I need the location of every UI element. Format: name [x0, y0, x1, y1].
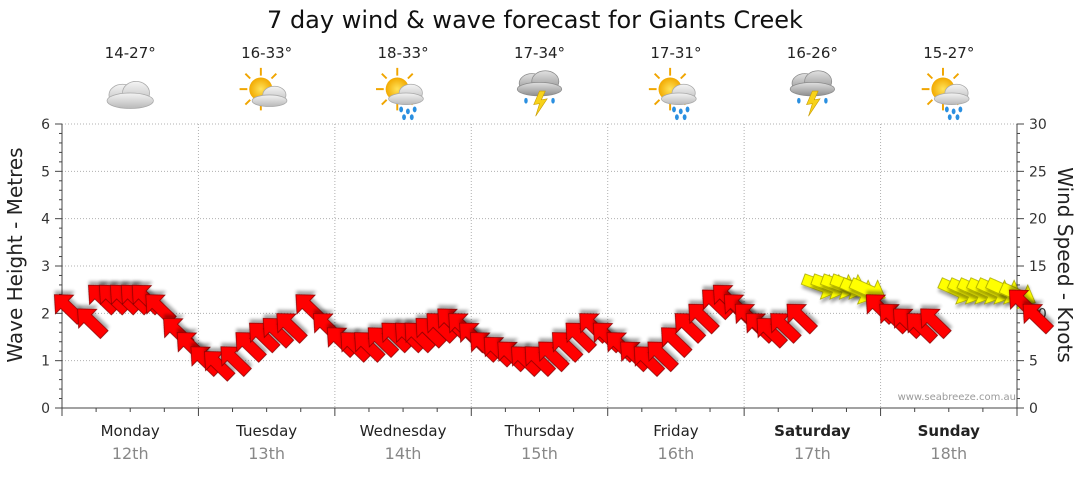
wind-arrow	[77, 308, 109, 340]
day-date-label: 13th	[248, 444, 285, 463]
wind-arrow	[367, 327, 400, 359]
wind-arrow	[145, 294, 177, 325]
y-left-tick-label: 2	[41, 306, 50, 322]
y-left-tick-label: 6	[41, 117, 50, 133]
partly-cloudy-icon	[238, 66, 288, 112]
day-name-label: Friday	[653, 422, 699, 440]
day-temperature-range: 14-27°	[105, 44, 156, 62]
day-name-label: Thursday	[504, 422, 575, 440]
wind-arrow	[786, 303, 819, 335]
y-right-tick-label: 30	[1029, 117, 1047, 133]
y-left-tick-label: 5	[41, 164, 50, 180]
y-axis-right-title: Wind Speed - Knots	[1053, 167, 1077, 363]
y-left-tick-label: 3	[41, 259, 50, 275]
wind-arrow	[204, 351, 236, 382]
y-right-tick-label: 15	[1029, 259, 1047, 275]
wind-arrow	[235, 332, 267, 363]
y-right-tick-label: 20	[1029, 212, 1047, 228]
chart-grid	[62, 123, 1017, 408]
day-temperature-range: 15-27°	[923, 44, 974, 62]
y-right-tick-label: 0	[1029, 401, 1038, 417]
wind-arrows	[53, 273, 1055, 382]
wind-arrow	[661, 327, 693, 359]
day-date-label: 15th	[521, 444, 558, 463]
wind-arrow	[262, 317, 295, 349]
wind-arrow	[354, 332, 386, 363]
source-credit: www.seabreeze.com.au	[898, 392, 1016, 403]
day-date-label: 12th	[112, 444, 149, 463]
wind-arrow	[220, 346, 252, 378]
day-name-label: Saturday	[774, 422, 851, 440]
wind-arrow	[647, 341, 679, 373]
day-name-label: Sunday	[918, 422, 981, 440]
showers-icon	[375, 66, 425, 122]
day-date-label: 18th	[930, 444, 967, 463]
day-temperature-range: 18-33°	[378, 44, 429, 62]
wind-arrow	[1022, 303, 1055, 335]
y-left-tick-label: 0	[41, 401, 50, 417]
y-axis-left-title: Wave Height - Metres	[3, 147, 27, 362]
wind-arrow	[674, 313, 707, 344]
wind-arrow	[920, 308, 952, 340]
showers-icon	[920, 66, 971, 122]
wind-arrow	[524, 346, 557, 378]
chart-axes: 0123456051015202530	[41, 117, 1047, 417]
storm-icon	[789, 70, 836, 117]
day-temperature-range: 16-26°	[787, 44, 838, 62]
storm-icon	[516, 70, 563, 117]
wind-arrow	[565, 322, 598, 354]
y-left-tick-label: 1	[41, 354, 50, 370]
day-temperature-range: 17-31°	[650, 44, 701, 62]
wind-arrow	[756, 317, 789, 349]
wind-arrow	[276, 313, 308, 344]
day-labels: Monday 12th Tuesday 13th Wednesday 14th Thursd…	[101, 422, 981, 463]
wind-arrow	[538, 341, 570, 373]
wind-arrow	[249, 322, 281, 354]
chart-title: 7 day wind & wave forecast for Giants Cr…	[267, 6, 803, 34]
day-name-label: Wednesday	[360, 422, 447, 440]
wind-arrow	[688, 303, 720, 335]
wind-arrow	[770, 313, 802, 344]
cloudy-icon	[106, 80, 154, 110]
day-date-label: 14th	[385, 444, 422, 463]
wind-arrow	[633, 346, 666, 378]
weather-row: 14-27° 16-33° 18-33° 17-34° 17-31° 16-26° 15-2…	[105, 44, 974, 122]
y-left-tick-label: 4	[41, 212, 50, 228]
wind-arrow	[906, 313, 939, 344]
day-date-label: 16th	[658, 444, 695, 463]
y-right-tick-label: 25	[1029, 164, 1047, 180]
day-date-label: 17th	[794, 444, 831, 463]
wind-arrow	[551, 332, 584, 363]
day-name-label: Tuesday	[235, 422, 297, 440]
day-name-label: Monday	[101, 422, 160, 440]
day-temperature-range: 17-34°	[514, 44, 565, 62]
showers-icon	[647, 66, 698, 122]
day-temperature-range: 16-33°	[241, 44, 292, 62]
y-right-tick-label: 5	[1029, 354, 1038, 370]
